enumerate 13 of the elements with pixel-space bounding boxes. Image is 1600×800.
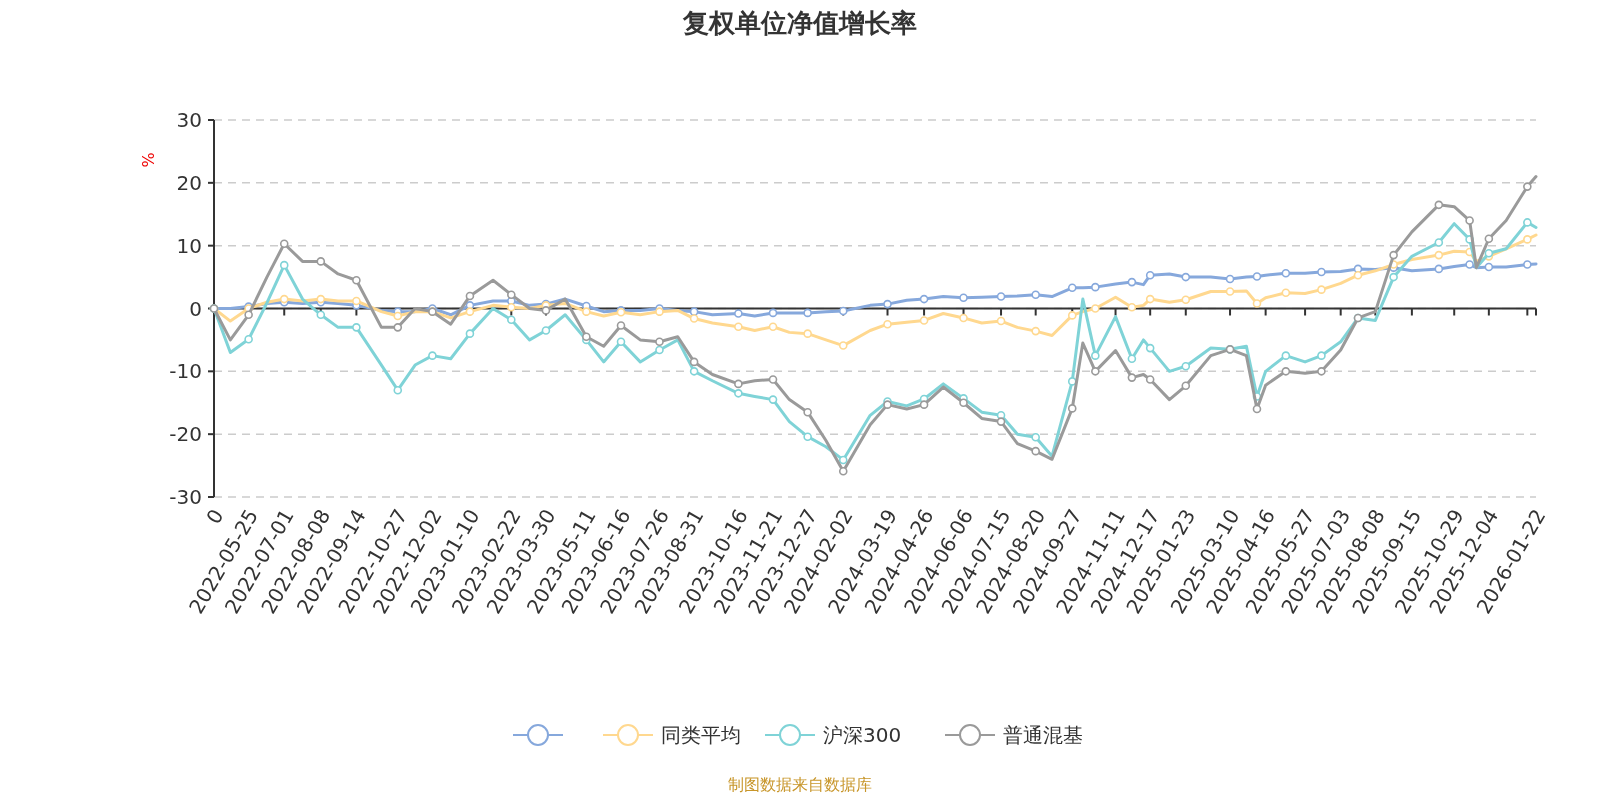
y-tick-label: 10 xyxy=(176,233,202,258)
y-tick-label: -20 xyxy=(169,422,202,447)
legend-label: 同类平均 xyxy=(661,723,741,747)
y-tick-label: 20 xyxy=(176,170,202,195)
y-axis-title: % xyxy=(139,152,158,168)
text: 制图数据来自数据库 xyxy=(728,775,872,794)
legend-label: 沪深300 xyxy=(823,723,902,747)
y-tick-label: 0 xyxy=(189,296,202,321)
y-tick-label: 30 xyxy=(176,108,202,132)
y-tick-label: -10 xyxy=(169,359,202,384)
legend-label: 普通混基 xyxy=(1003,723,1083,747)
chart-title: 复权单位净值增长率 xyxy=(682,8,917,38)
y-tick-label: -30 xyxy=(169,485,202,509)
